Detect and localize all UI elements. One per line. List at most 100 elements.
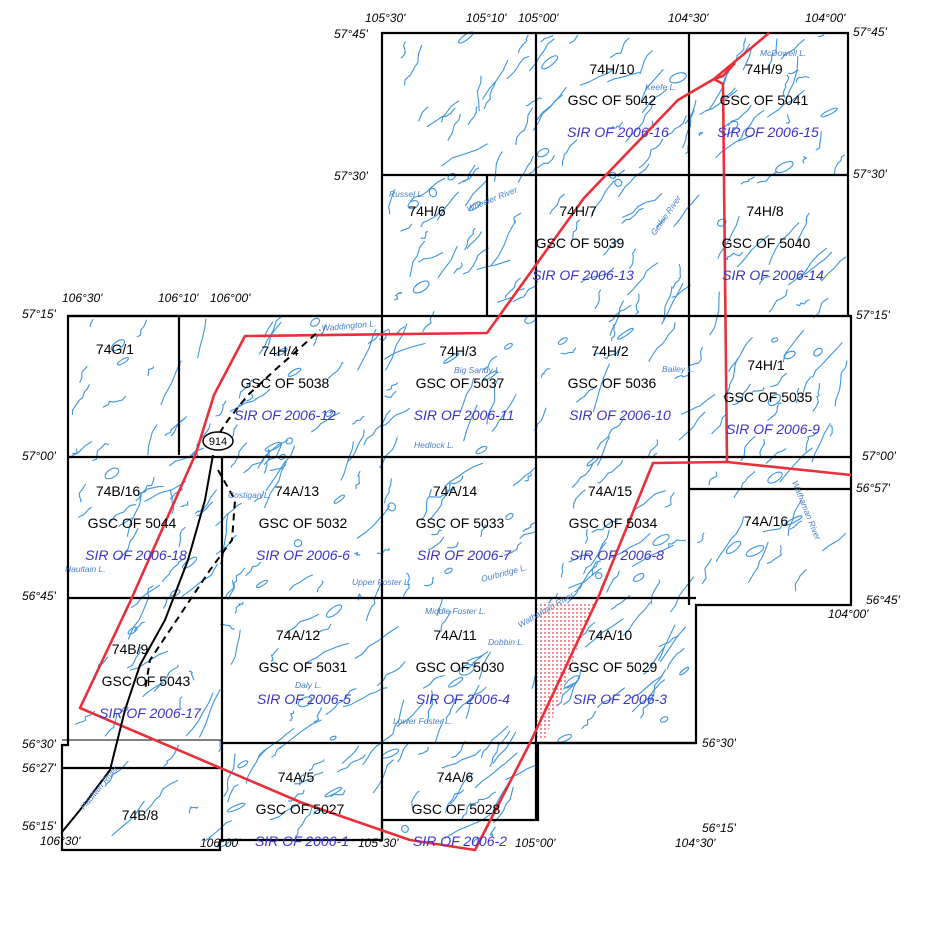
- water-line: [476, 75, 482, 112]
- water-line: [640, 69, 664, 102]
- small-lake: [325, 409, 334, 418]
- water-line: [188, 806, 199, 814]
- small-lake: [679, 666, 690, 676]
- lon-label: 105°30': [358, 836, 399, 850]
- water-line: [108, 504, 137, 525]
- water-line: [597, 436, 610, 466]
- water-line: [590, 180, 615, 218]
- water-line: [397, 743, 409, 763]
- coordinate-labels: 105°30' 105°10' 105°00' 104°30' 104°00' …: [22, 11, 900, 850]
- water-line: [733, 471, 756, 498]
- water-line: [137, 485, 164, 497]
- water-line: [409, 240, 426, 278]
- water-line: [658, 624, 676, 661]
- water-line: [590, 560, 602, 577]
- sheet-number: 74H/6: [408, 203, 446, 219]
- water-line: [491, 394, 517, 432]
- water-line: [699, 87, 736, 115]
- water-line: [736, 37, 747, 60]
- small-lake: [264, 441, 282, 452]
- small-lake: [669, 72, 687, 84]
- sheet-number: 74A/16: [744, 513, 789, 529]
- water-line: [512, 280, 539, 303]
- water-line: [269, 464, 286, 472]
- water-line: [294, 806, 313, 838]
- water-line: [400, 223, 413, 232]
- water-line: [418, 106, 429, 122]
- lat-label: 57°45': [853, 25, 887, 39]
- river-name: Geikie River: [648, 193, 683, 238]
- gsc-open-file: GSC OF 5033: [416, 515, 505, 531]
- water-line: [178, 526, 186, 548]
- water-line: [467, 106, 478, 126]
- water-line: [238, 379, 253, 399]
- gsc-open-file: GSC OF 5029: [569, 659, 658, 675]
- water-line: [504, 277, 521, 299]
- lake-name: Middle Foster L.: [425, 606, 486, 616]
- water-features: [71, 31, 848, 848]
- gsc-open-file: GSC OF 5036: [568, 375, 657, 391]
- water-line: [308, 759, 325, 772]
- water-line: [594, 289, 602, 309]
- water-line: [592, 363, 610, 413]
- small-lake: [226, 802, 246, 813]
- water-line: [609, 37, 630, 58]
- water-line: [503, 542, 522, 556]
- water-line: [426, 689, 434, 724]
- small-lake: [381, 748, 400, 759]
- water-line: [643, 646, 666, 675]
- water-line: [482, 60, 509, 100]
- water-line: [392, 699, 405, 736]
- water-line: [609, 121, 624, 130]
- small-lake: [784, 515, 803, 526]
- water-line: [135, 476, 155, 502]
- water-line: [648, 439, 659, 457]
- water-line: [795, 76, 810, 83]
- water-line: [126, 494, 142, 537]
- water-line: [767, 402, 782, 422]
- small-lake: [325, 604, 343, 618]
- water-line: [801, 376, 812, 397]
- water-line: [311, 412, 341, 433]
- lon-label: 106°00': [210, 291, 251, 305]
- water-line: [234, 601, 244, 614]
- water-line: [664, 492, 675, 508]
- gsc-open-file: GSC OF 5040: [722, 235, 811, 251]
- water-line: [444, 462, 484, 488]
- small-lake: [285, 437, 294, 445]
- sir-open-file: SIR OF 2006-6: [256, 547, 350, 563]
- water-line: [379, 407, 410, 427]
- small-lake: [287, 367, 302, 377]
- water-line: [410, 177, 446, 202]
- water-line: [418, 252, 444, 263]
- small-lake: [503, 342, 513, 350]
- water-line: [436, 191, 459, 221]
- water-line: [560, 562, 564, 578]
- small-lake: [255, 579, 269, 589]
- sir-open-file: SIR OF 2006-15: [717, 124, 819, 140]
- water-line: [467, 654, 484, 662]
- water-line: [327, 362, 344, 380]
- lat-label: 56°27': [22, 761, 56, 775]
- water-line: [386, 382, 399, 391]
- water-line: [765, 448, 787, 464]
- lon-label: 105°30': [365, 11, 406, 25]
- water-line: [610, 533, 651, 559]
- lon-label: 105°00': [518, 11, 559, 25]
- water-line: [223, 753, 236, 797]
- water-line: [219, 513, 229, 565]
- water-line: [118, 517, 133, 527]
- water-line: [672, 263, 681, 289]
- lon-label: 105°00': [515, 836, 556, 850]
- water-line: [756, 170, 778, 184]
- water-line: [659, 626, 686, 663]
- water-line: [441, 143, 488, 167]
- water-line: [568, 552, 590, 563]
- water-line: [199, 689, 221, 738]
- water-line: [678, 411, 706, 441]
- water-line: [609, 300, 625, 336]
- sheet-number: 74A/6: [437, 769, 474, 785]
- lon-label: 104°00': [828, 607, 869, 621]
- water-line: [422, 311, 435, 333]
- water-line: [833, 154, 845, 176]
